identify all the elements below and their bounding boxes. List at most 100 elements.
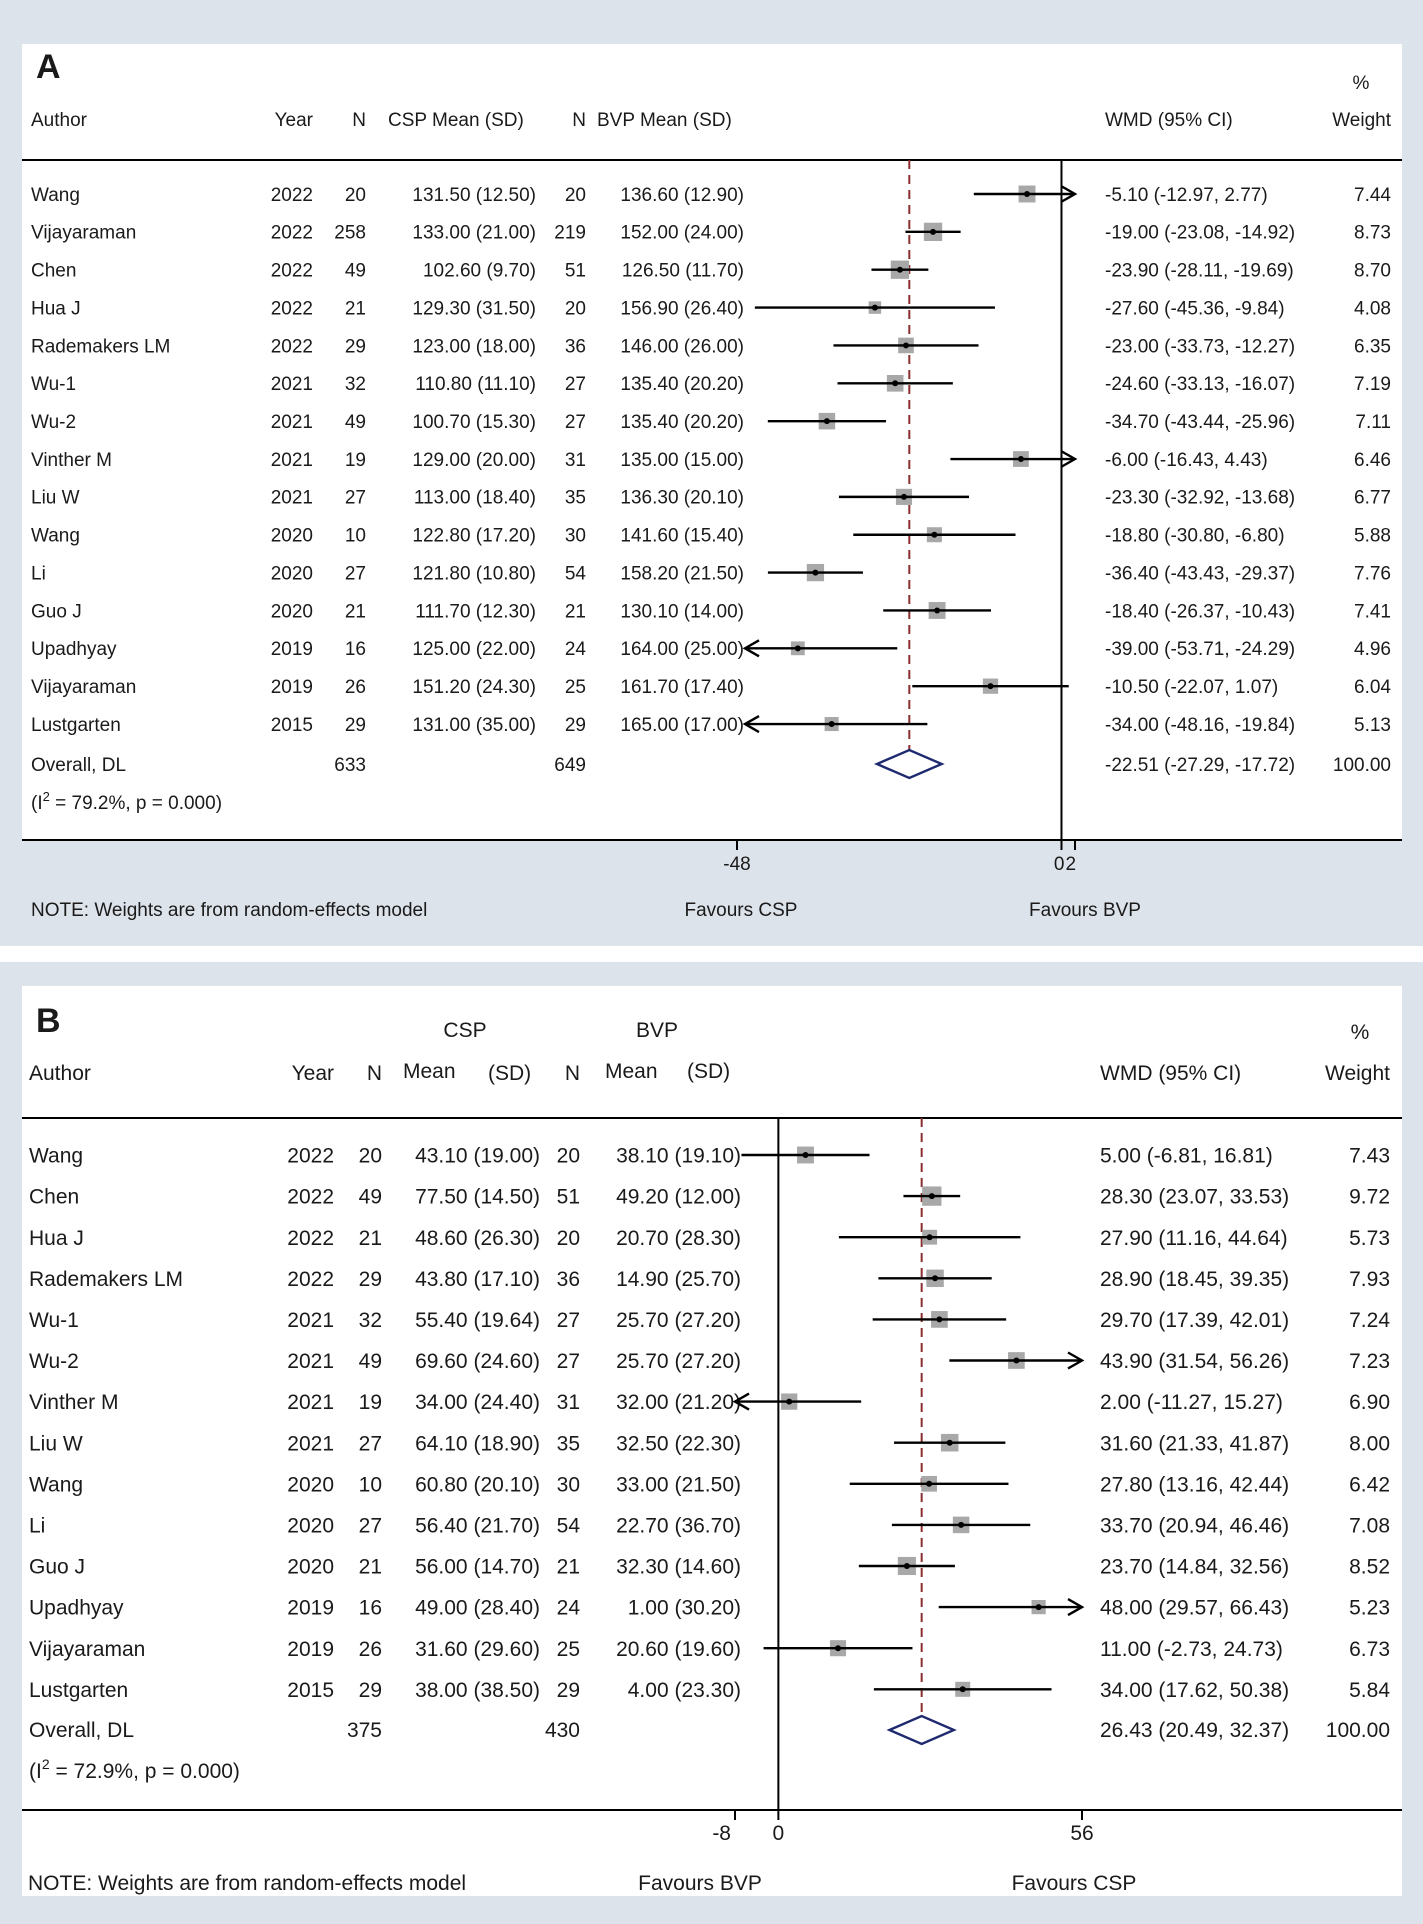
weight-cell: 7.93	[1349, 1268, 1390, 1291]
mean-sd-1-cell: 56.40 (21.70)	[415, 1514, 540, 1537]
weights-note: NOTE: Weights are from random-effects mo…	[31, 900, 427, 921]
wmd-ci-cell: 27.80 (13.16, 42.44)	[1100, 1473, 1289, 1496]
x-tick-label: 0	[1054, 854, 1065, 875]
n1-cell: 29	[345, 336, 366, 357]
mean-sd-1-cell: 38.00 (38.50)	[415, 1679, 540, 1702]
n2-cell: 31	[565, 450, 586, 471]
mean-sd-2-cell: 130.10 (14.00)	[620, 601, 744, 622]
header-weight: Weight	[1325, 1062, 1390, 1085]
table-row: Lustgarten 2015 29 131.00 (35.00) 29 165.00 (…	[31, 715, 1391, 736]
overall-n1: 633	[334, 755, 366, 776]
n2-cell: 25	[565, 677, 586, 698]
x-tick-label: 56	[1070, 1822, 1093, 1845]
n1-cell: 20	[359, 1145, 382, 1168]
year-cell: 2022	[287, 1145, 334, 1168]
panel-b-label: B	[36, 1002, 61, 1040]
year-cell: 2020	[287, 1514, 334, 1537]
x-tick-label: 2	[1065, 854, 1076, 875]
ci-arrow-right	[1067, 1351, 1085, 1370]
point-estimate	[812, 569, 819, 576]
author-cell: Rademakers LM	[29, 1268, 183, 1291]
n2-cell: 51	[557, 1186, 580, 1209]
n1-cell: 20	[345, 185, 366, 206]
weight-cell: 8.52	[1349, 1556, 1390, 1579]
n1-cell: 10	[359, 1473, 382, 1496]
mean-sd-2-cell: 4.00 (23.30)	[628, 1679, 741, 1702]
n1-cell: 16	[359, 1597, 382, 1620]
mean-sd-1-cell: 122.80 (17.20)	[412, 526, 536, 547]
year-cell: 2019	[287, 1597, 334, 1620]
wmd-ci-cell: -18.40 (-26.37, -10.43)	[1105, 601, 1295, 622]
mean-sd-1-cell: 69.60 (24.60)	[415, 1350, 540, 1373]
panel-a-rows: Wang 2022 20 131.50 (12.50) 20 136.60 (12.90)…	[31, 160, 1391, 840]
point-estimate	[934, 607, 941, 614]
mean-sd-2-cell: 14.90 (25.70)	[616, 1268, 741, 1291]
weight-cell: 6.04	[1354, 677, 1391, 698]
weight-cell: 4.08	[1354, 298, 1391, 319]
n2-cell: 54	[557, 1514, 581, 1537]
mean-sd-2-cell: 164.00 (25.00)	[620, 639, 744, 660]
overall-n1: 375	[347, 1719, 382, 1742]
table-row: Guo J 2020 21 56.00 (14.70) 21 32.30 (14.60) 2…	[29, 1556, 1390, 1579]
ci-arrow-right	[1060, 184, 1078, 204]
weight-cell: 6.42	[1349, 1473, 1390, 1496]
n1-cell: 16	[345, 639, 366, 660]
n1-cell: 27	[345, 488, 366, 509]
year-cell: 2021	[271, 450, 313, 471]
n1-cell: 258	[334, 223, 366, 244]
n1-cell: 27	[359, 1514, 382, 1537]
n2-cell: 27	[557, 1309, 580, 1332]
author-cell: Li	[31, 563, 46, 584]
table-row: Li 2020 27 56.40 (21.70) 54 22.70 (36.70) 33.7…	[29, 1514, 1390, 1537]
author-cell: Hua J	[31, 298, 81, 319]
n1-cell: 21	[345, 601, 366, 622]
header-weight: Weight	[1332, 110, 1392, 131]
n2-cell: 25	[557, 1638, 580, 1661]
year-cell: 2021	[287, 1350, 334, 1373]
n1-cell: 21	[345, 298, 366, 319]
wmd-ci-cell: 2.00 (-11.27, 15.27)	[1100, 1391, 1283, 1414]
table-row: Hua J 2022 21 129.30 (31.50) 20 156.90 (26.40…	[31, 298, 1391, 319]
point-estimate	[936, 1316, 943, 1323]
mean-sd-2-cell: 135.40 (20.20)	[620, 374, 744, 395]
n1-cell: 49	[359, 1186, 382, 1209]
favours-right: Favours BVP	[1029, 900, 1141, 921]
n1-cell: 19	[345, 450, 366, 471]
wmd-ci-cell: 28.90 (18.45, 39.35)	[1100, 1268, 1289, 1291]
wmd-ci-cell: 27.90 (11.16, 44.64)	[1100, 1227, 1288, 1250]
wmd-ci-cell: -23.00 (-33.73, -12.27)	[1105, 336, 1295, 357]
table-row: Upadhyay 2019 16 125.00 (22.00) 24 164.00 (25…	[31, 639, 1391, 660]
mean-sd-2-cell: 165.00 (17.00)	[620, 715, 744, 736]
header-pct: %	[1353, 73, 1370, 94]
year-cell: 2021	[287, 1309, 334, 1332]
year-cell: 2021	[271, 412, 313, 433]
table-row: Rademakers LM 2022 29 43.80 (17.10) 36 14.90 …	[29, 1268, 1390, 1291]
n2-cell: 24	[565, 639, 587, 660]
year-cell: 2022	[271, 298, 313, 319]
table-row: Wang 2022 20 131.50 (12.50) 20 136.60 (12.90)…	[31, 185, 1391, 206]
year-cell: 2021	[271, 374, 313, 395]
pooled-diamond	[873, 748, 945, 780]
author-cell: Wu-2	[29, 1350, 79, 1373]
table-row: Wu-1 2021 32 110.80 (11.10) 27 135.40 (20.20)…	[31, 374, 1391, 395]
header-wmd: WMD (95% CI)	[1100, 1062, 1241, 1085]
wmd-ci-cell: 28.30 (23.07, 33.53)	[1100, 1186, 1289, 1209]
mean-sd-1-cell: 131.50 (12.50)	[412, 185, 536, 206]
n1-cell: 49	[345, 261, 366, 282]
weight-cell: 6.77	[1354, 488, 1391, 509]
header-wmd: WMD (95% CI)	[1105, 110, 1233, 131]
header-group-csp: CSP	[443, 1019, 486, 1042]
point-estimate	[1035, 1604, 1042, 1611]
point-estimate	[900, 493, 907, 500]
point-estimate	[835, 1645, 842, 1652]
weight-cell: 7.43	[1349, 1145, 1390, 1168]
year-cell: 2019	[287, 1638, 334, 1661]
header-group-bvp: BVP	[636, 1019, 678, 1042]
x-tick-label: 0	[773, 1822, 785, 1845]
wmd-ci-cell: -10.50 (-22.07, 1.07)	[1105, 677, 1278, 698]
year-cell: 2019	[271, 677, 313, 698]
author-cell: Guo J	[31, 601, 82, 622]
favours-left: Favours CSP	[685, 900, 798, 921]
point-estimate	[926, 1234, 933, 1241]
